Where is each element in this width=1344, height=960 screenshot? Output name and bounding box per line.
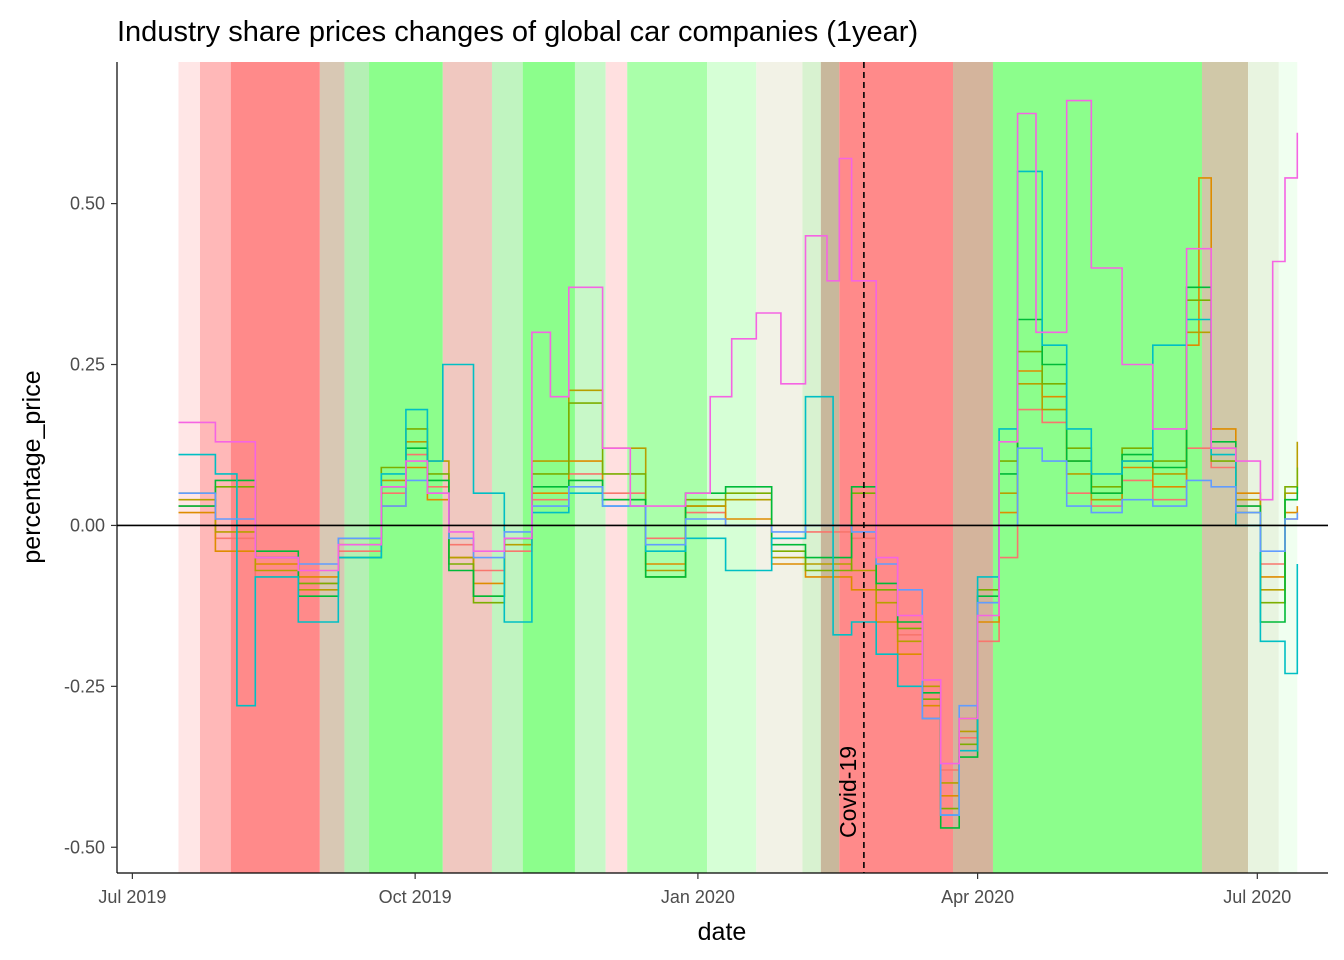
y-tick-label-4: -0.50 xyxy=(64,837,105,857)
series-lines xyxy=(178,99,1299,829)
background-band-3 xyxy=(319,62,345,873)
background-band-9 xyxy=(574,62,606,873)
x-axis-title: date xyxy=(698,918,747,946)
background-band-10 xyxy=(605,62,628,873)
x-tick-label-4: Jul 2020 xyxy=(1223,887,1291,907)
background-band-2 xyxy=(230,62,320,873)
background-band-21 xyxy=(1278,62,1298,873)
background-band-15 xyxy=(820,62,840,873)
background-band-13 xyxy=(756,62,803,873)
background-band-8 xyxy=(522,62,575,873)
background-band-16 xyxy=(839,62,954,873)
covid-annotation-label: Covid-19 xyxy=(835,746,861,838)
y-tick-label-1: 0.25 xyxy=(70,355,105,375)
x-tick-label-2: Jan 2020 xyxy=(661,887,735,907)
background-band-7 xyxy=(491,62,523,873)
background-band-6 xyxy=(442,62,492,873)
series-line-7 xyxy=(178,447,1299,816)
y-tick-label-2: 0.00 xyxy=(70,515,105,535)
background-bands xyxy=(178,62,1298,873)
background-band-11 xyxy=(627,62,708,873)
x-tick-label-3: Apr 2020 xyxy=(941,887,1014,907)
x-axis-ticks: Jul 2019 Oct 2019 Jan 2020 Apr 2020 Jul 2020 xyxy=(98,873,1291,907)
chart-title: Industry share prices changes of global … xyxy=(117,16,918,48)
x-tick-label-0: Jul 2019 xyxy=(98,887,166,907)
series-line-6 xyxy=(178,170,1299,816)
y-axis-title: percentage_price xyxy=(18,370,46,563)
background-band-20 xyxy=(1248,62,1279,873)
y-tick-label-3: -0.25 xyxy=(64,676,105,696)
y-axis-ticks: 0.50 0.25 0.00 -0.25 -0.50 xyxy=(64,194,117,857)
background-band-14 xyxy=(802,62,821,873)
x-tick-label-1: Oct 2019 xyxy=(379,887,452,907)
background-band-0 xyxy=(178,62,200,873)
background-band-12 xyxy=(707,62,757,873)
series-line-8 xyxy=(178,99,1299,765)
y-tick-label-0: 0.50 xyxy=(70,194,105,214)
background-band-4 xyxy=(344,62,370,873)
